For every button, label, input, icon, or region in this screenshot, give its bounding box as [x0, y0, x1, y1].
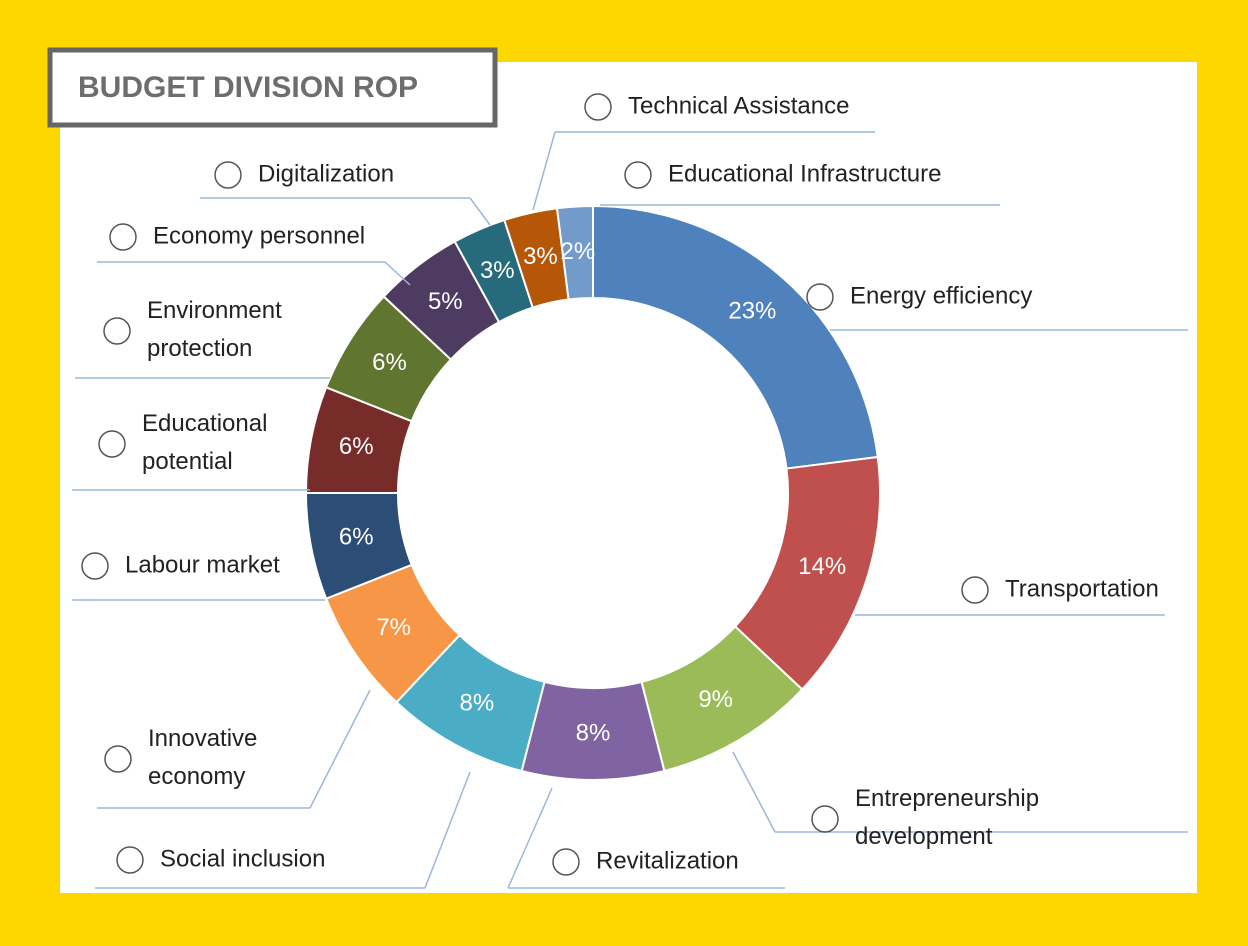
value-label: 14% [798, 553, 846, 580]
chart-title: BUDGET DIVISION ROP [78, 71, 418, 104]
value-label: 2% [561, 238, 596, 265]
category-label: Technical Assistance [628, 92, 849, 119]
value-label: 8% [460, 690, 495, 717]
value-label: 6% [339, 524, 374, 551]
value-label: 3% [523, 243, 558, 270]
value-label: 8% [576, 719, 611, 746]
category-icon [81, 552, 109, 580]
category-icon [104, 745, 132, 773]
category-label: Digitalization [258, 160, 394, 187]
value-label: 6% [372, 349, 407, 376]
category-label: Innovative economy [148, 725, 257, 790]
category-label: Environment protection [147, 297, 282, 362]
value-label: 7% [376, 614, 411, 641]
leader-line [384, 261, 411, 286]
category-icon [552, 848, 580, 876]
donut-slice [555, 204, 594, 301]
value-label: 3% [480, 257, 515, 284]
category-label: Revitalization [596, 847, 739, 874]
category-icon [806, 283, 834, 311]
category-icon [811, 805, 839, 833]
category-label: Educational potential [142, 410, 267, 475]
value-label: 9% [698, 686, 733, 713]
leader-line [469, 197, 491, 226]
value-label: 5% [428, 288, 463, 315]
leader-line [424, 771, 471, 889]
category-label: Economy personnel [153, 222, 365, 249]
category-label: Energy efficiency [850, 282, 1032, 309]
category-icon [98, 430, 126, 458]
category-icon [214, 161, 242, 189]
category-label: Educational Infrastructure [668, 160, 941, 187]
value-label: 6% [339, 433, 374, 460]
leader-line [507, 787, 553, 889]
category-icon [624, 161, 652, 189]
category-label: Social inclusion [160, 845, 325, 872]
category-icon [961, 576, 989, 604]
category-icon [116, 846, 144, 874]
leader-line [309, 689, 371, 809]
leader-line [532, 131, 556, 211]
value-label: 23% [728, 298, 776, 325]
title-box [47, 47, 498, 128]
donut-slice [592, 204, 879, 470]
category-icon [584, 93, 612, 121]
category-label: Entrepreneurship development [855, 785, 1039, 850]
category-label: Transportation [1005, 575, 1159, 602]
category-icon [109, 223, 137, 251]
category-icon [103, 317, 131, 345]
category-label: Labour market [125, 551, 280, 578]
leader-line [732, 751, 776, 833]
